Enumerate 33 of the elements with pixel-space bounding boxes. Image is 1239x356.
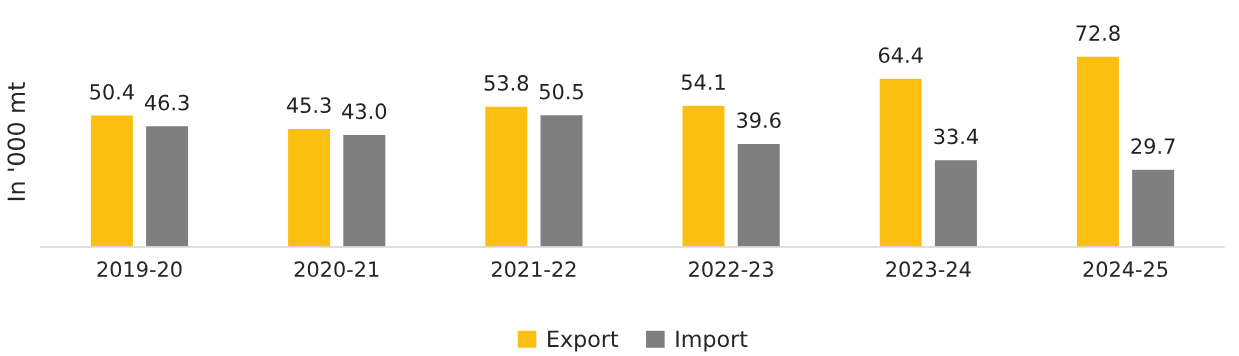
data-label: 43.0 <box>342 103 387 120</box>
bar <box>539 113 584 248</box>
bar <box>89 114 135 248</box>
data-label: 50.5 <box>539 83 583 100</box>
x-tick-label: 2019-20 <box>97 261 182 278</box>
bar <box>144 124 190 248</box>
data-label: 39.6 <box>737 112 781 129</box>
y-axis-title: In '000 mt <box>7 82 26 201</box>
data-label: 45.3 <box>286 97 331 114</box>
x-tick-label: 2022-23 <box>689 261 773 278</box>
x-tick-label: 2020-21 <box>294 261 379 278</box>
bar <box>933 158 979 248</box>
data-label: 54.1 <box>681 74 725 91</box>
data-label: 33.4 <box>934 128 978 145</box>
data-label: 72.8 <box>1076 25 1120 41</box>
x-tick-label: 2021-22 <box>491 261 576 278</box>
data-label: 29.7 <box>1131 138 1175 155</box>
bar <box>736 142 782 248</box>
x-tick-label: 2024-25 <box>1083 261 1168 278</box>
x-tick-label: 2023-24 <box>886 261 971 278</box>
bar <box>878 77 924 248</box>
data-label: 53.8 <box>484 75 529 91</box>
bar <box>1130 168 1176 248</box>
legend-label: Import <box>676 330 748 352</box>
bar <box>483 105 529 248</box>
legend-label: Export <box>548 330 619 352</box>
bar <box>341 133 387 248</box>
data-label: 46.3 <box>144 94 189 111</box>
data-label: 50.4 <box>90 83 134 100</box>
bar <box>1075 55 1121 248</box>
bar <box>286 127 332 248</box>
bar <box>681 104 726 248</box>
data-label: 64.4 <box>878 47 923 63</box>
